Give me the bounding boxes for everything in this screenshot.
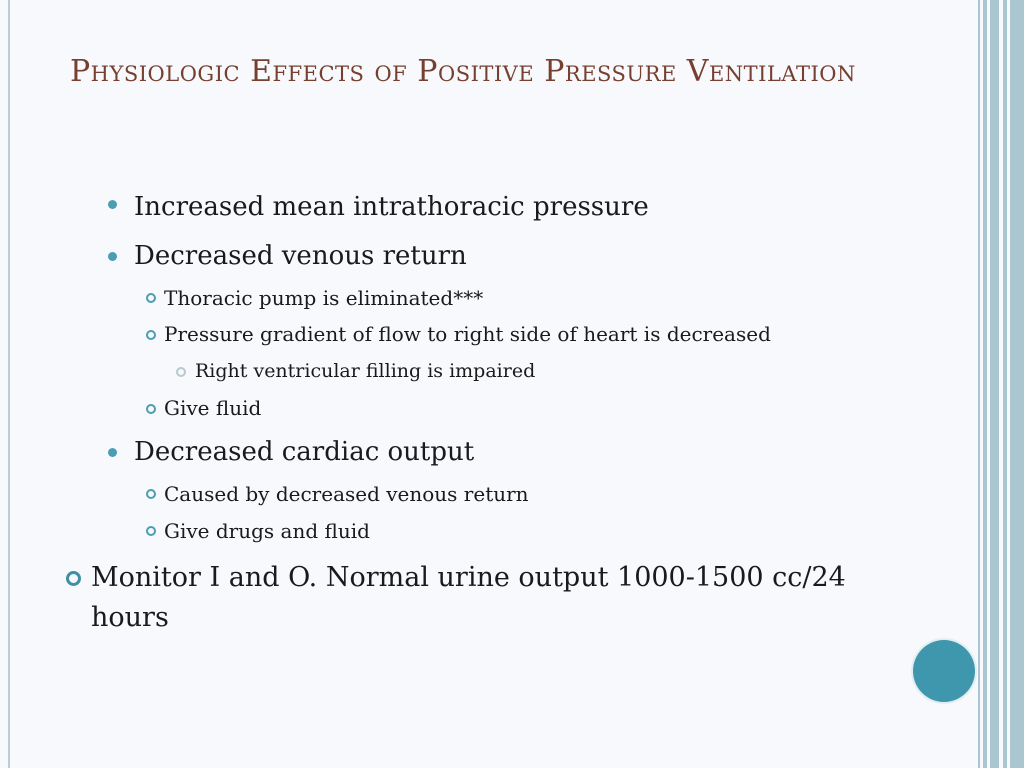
bullet-ring-icon [146, 404, 156, 414]
bullet-item: Decreased venous return [134, 241, 467, 271]
decorative-stripe [983, 0, 987, 768]
bullet-ring-icon [66, 571, 81, 586]
bullet-ring-icon [146, 293, 156, 303]
sub-sub-bullet-item: Right ventricular filling is impaired [195, 360, 536, 382]
bullet-dot-icon [108, 252, 117, 261]
sub-bullet-item: Thoracic pump is eliminated*** [164, 286, 484, 310]
sub-bullet-item: Give fluid [164, 396, 262, 420]
slide-title: Physiologic Effects of Positive Pressure… [70, 54, 856, 89]
bullet-ring-icon [146, 526, 156, 536]
left-border-rule [8, 0, 10, 768]
decorative-stripe [978, 0, 980, 768]
decorative-stripe [1003, 0, 1007, 768]
bullet-ring-icon [176, 367, 186, 377]
top-level-item: Monitor I and O. Normal urine output 100… [91, 562, 846, 633]
sub-bullet-item: Give drugs and fluid [164, 519, 370, 543]
bullet-dot-icon [108, 200, 117, 209]
sub-bullet-item: Pressure gradient of flow to right side … [164, 322, 771, 346]
decorative-stripe [990, 0, 999, 768]
bullet-item: Decreased cardiac output [134, 437, 475, 467]
decorative-circle [913, 640, 975, 702]
bullet-ring-icon [146, 489, 156, 499]
bullet-dot-icon [108, 448, 117, 457]
decorative-stripe [1010, 0, 1024, 768]
bullet-ring-icon [146, 330, 156, 340]
bullet-item: Increased mean intrathoracic pressure [134, 192, 649, 222]
sub-bullet-item: Caused by decreased venous return [164, 482, 529, 506]
